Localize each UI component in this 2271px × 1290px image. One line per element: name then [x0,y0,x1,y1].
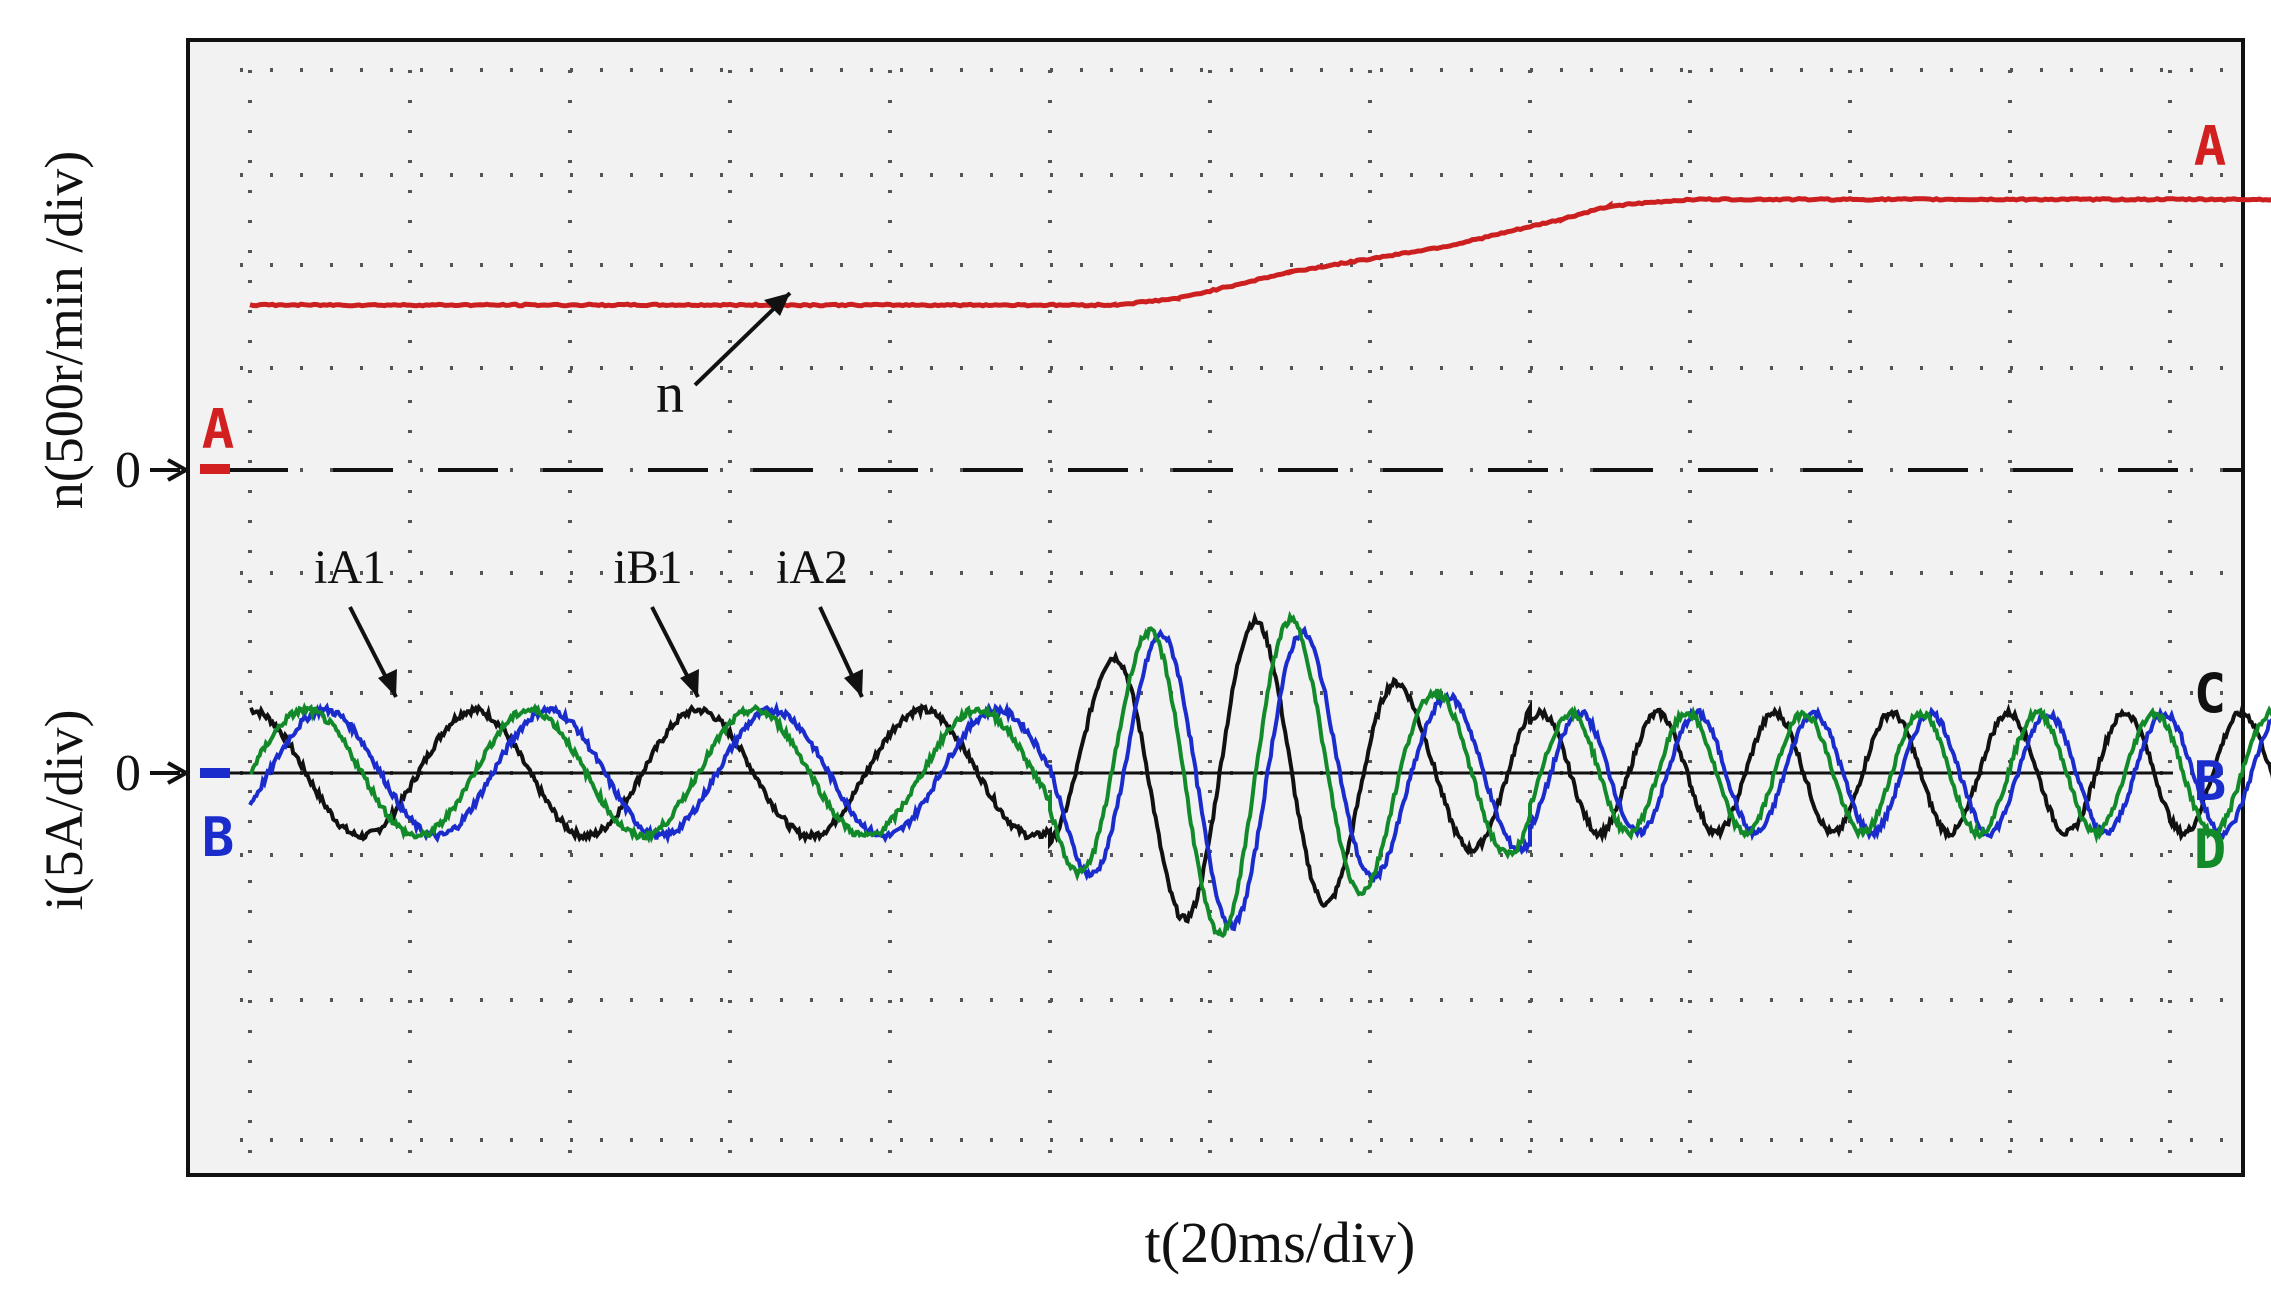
speed-zero-marker-bar [200,464,230,474]
x-axis-label: t(20ms/div) [1145,1210,1416,1275]
annotation-n-arrowhead [764,293,790,316]
annotation-ib1-arrowhead [680,669,699,697]
current-zero-label: 0 [115,745,141,802]
y-axis-label-speed: n(500r/min /div) [34,151,94,509]
plot-frame [186,38,2245,1177]
right-marker-d: D [2194,818,2227,881]
current-zero-marker-b: B [202,806,235,869]
right-marker-a: A [2194,115,2227,178]
speed-trace-a [249,196,2271,309]
annotation-n: n [656,363,684,425]
annotation-ia1: iA1 [314,541,386,594]
zero-lines [228,468,2243,775]
annotation-ia1-arrowhead [378,669,397,697]
grid [240,68,2223,1165]
current-trace-b [248,625,2271,932]
traces [248,196,2271,939]
speed-zero-arrow [150,458,191,482]
right-marker-c: C [2194,662,2227,725]
right-marker-b: B [2194,750,2227,813]
annotation-ib1: iB1 [613,541,682,594]
current-zero-arrow [150,761,191,785]
annotation-ia2-arrowhead [844,669,863,697]
speed-zero-label: 0 [115,442,141,499]
y-axis-label-current: i(5A/div) [34,710,94,911]
speed-zero-marker-a: A [202,398,235,461]
current-trace-d [249,610,2271,939]
current-zero-marker-bar [200,768,230,778]
annotation-ia2: iA2 [776,541,848,594]
